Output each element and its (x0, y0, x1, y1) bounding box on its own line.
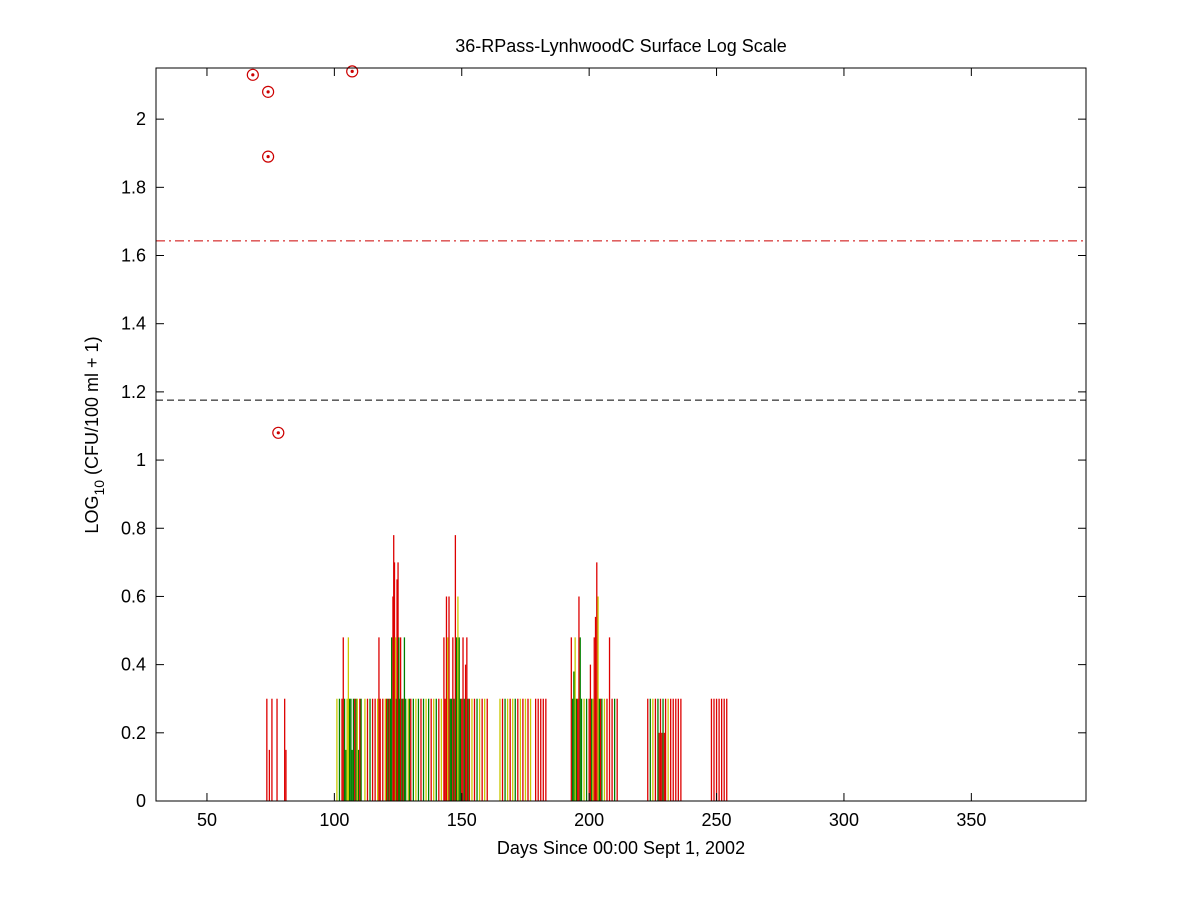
y-axis-label-subscript: 10 (91, 480, 107, 496)
data-point-dot (251, 73, 255, 77)
data-point-dot (266, 155, 270, 159)
y-tick-label: 0.2 (121, 723, 146, 743)
x-tick-label: 50 (197, 810, 217, 830)
y-tick-label: 0.8 (121, 518, 146, 538)
y-axis-label-main: LOG (82, 496, 102, 534)
data-point-ring (246, 68, 259, 81)
data-point-dot (276, 431, 280, 435)
data-point-dot (350, 69, 354, 74)
plot-frame (155, 67, 1087, 802)
x-tick-label: 250 (702, 810, 732, 830)
x-axis-ticks: 50 100 150 200 250 300 350 (197, 68, 986, 830)
y-axis-label: LOG10 (CFU/100 ml + 1) (82, 336, 107, 533)
data-point-dot (266, 90, 270, 94)
data-point-ring (262, 150, 275, 163)
y-tick-label: 1.8 (121, 177, 146, 197)
data-point-ring (346, 65, 359, 78)
x-tick-label: 100 (319, 810, 349, 830)
x-tick-label: 300 (829, 810, 859, 830)
y-tick-label: 1 (136, 450, 146, 470)
x-tick-label: 200 (574, 810, 604, 830)
y-tick-label: 0.6 (121, 586, 146, 606)
markers-layer (246, 65, 359, 439)
x-axis-label: Days Since 00:00 Sept 1, 2002 (497, 838, 745, 858)
data-point (346, 65, 359, 78)
y-tick-label: 2 (136, 109, 146, 129)
data-point (272, 426, 285, 439)
chart-title: 36-RPass-LynhwoodC Surface Log Scale (455, 36, 787, 56)
y-axis-label-rest: (CFU/100 ml + 1) (82, 336, 102, 480)
plot-area (156, 68, 1086, 801)
y-tick-label: 1.4 (121, 314, 146, 334)
data-point (262, 85, 275, 98)
data-point-ring (262, 85, 275, 98)
x-tick-label: 150 (447, 810, 477, 830)
reference-lines-layer (156, 240, 1086, 401)
x-tick-label: 350 (956, 810, 986, 830)
data-point (246, 68, 259, 81)
data-point (262, 150, 275, 163)
y-tick-label: 0 (136, 791, 146, 811)
y-tick-label: 1.6 (121, 246, 146, 266)
y-axis-ticks: 0 0.2 0.4 0.6 0.8 1 1.2 1.4 1.6 1.8 2 (121, 109, 1086, 811)
bars-layer (266, 535, 728, 801)
y-tick-label: 1.2 (121, 382, 146, 402)
y-tick-label: 0.4 (121, 655, 146, 675)
data-point-ring (272, 426, 285, 439)
